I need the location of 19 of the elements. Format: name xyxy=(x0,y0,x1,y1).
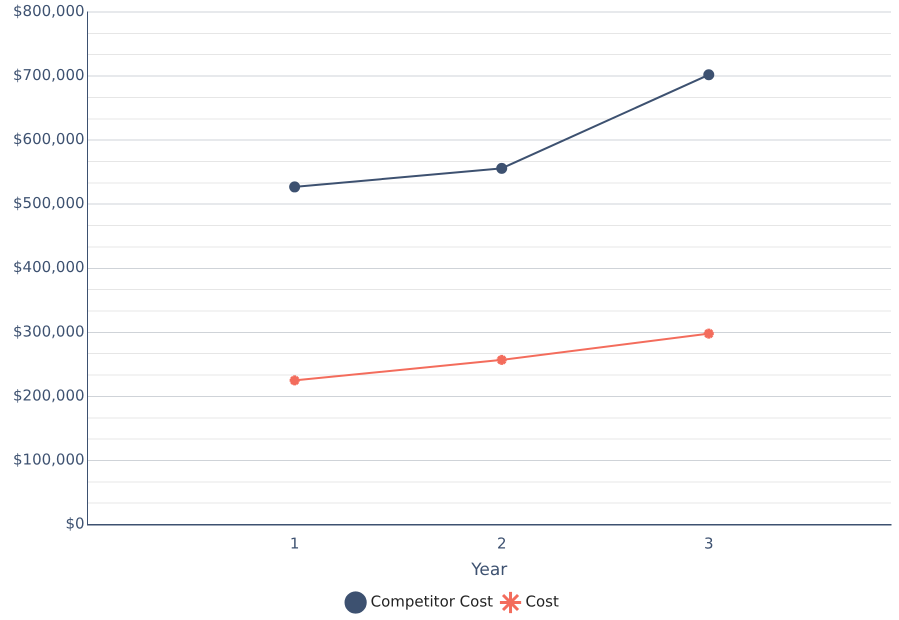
point xyxy=(289,181,300,192)
y-tick-label: $600,000 xyxy=(12,130,85,148)
y-tick-label: $400,000 xyxy=(12,258,85,276)
point xyxy=(495,353,508,366)
y-tick-label: $800,000 xyxy=(12,2,85,20)
legend-label: Competitor Cost xyxy=(370,592,494,610)
point xyxy=(496,162,508,174)
y-tick-label: $100,000 xyxy=(12,450,85,468)
y-tick-label: $200,000 xyxy=(12,386,85,404)
y-tick-label: $0 xyxy=(65,514,85,532)
x-tick-label: 1 xyxy=(290,534,300,552)
y-tick-label: $500,000 xyxy=(12,194,85,212)
y-tick-label: $700,000 xyxy=(12,66,85,84)
legend-label: Cost xyxy=(526,592,559,610)
x-axis-title: Year xyxy=(470,560,508,580)
x-tick-label: 3 xyxy=(704,534,714,552)
x-tick-label: 2 xyxy=(496,534,506,552)
y-tick-label: $300,000 xyxy=(12,322,85,340)
point xyxy=(703,69,714,80)
